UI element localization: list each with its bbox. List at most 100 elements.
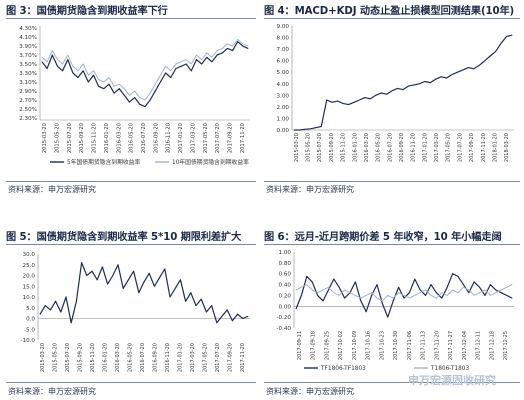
x-tick-label: 2015-11-20 — [92, 123, 98, 153]
data-point — [118, 88, 120, 90]
data-point — [134, 90, 136, 92]
watermark-text: 申万宏源固收研究 — [408, 374, 496, 387]
source-rule — [264, 382, 520, 383]
x-tick-label: 2015-03-20 — [294, 133, 300, 162]
data-point — [87, 74, 89, 76]
data-point — [102, 266, 103, 268]
title-rule — [6, 18, 256, 19]
data-point — [328, 286, 329, 288]
data-point — [452, 289, 453, 291]
data-point — [468, 292, 470, 294]
data-point — [175, 63, 177, 65]
x-tick-label: 2015-09-20 — [79, 123, 85, 153]
data-point — [506, 286, 507, 288]
data-point — [160, 74, 161, 76]
data-point — [408, 85, 409, 87]
data-point — [418, 83, 420, 85]
y-tick-label: 3.30% — [19, 71, 37, 77]
x-tick-label: 2015-03-20 — [40, 343, 46, 372]
x-tick-label: 2017-05-20 — [203, 123, 209, 153]
data-point — [398, 292, 399, 294]
data-point — [185, 63, 187, 65]
x-tick-label: 2016-05-20 — [128, 343, 134, 372]
data-point — [211, 305, 213, 306]
data-point — [425, 295, 426, 296]
data-point — [495, 289, 497, 291]
data-point — [295, 289, 297, 291]
data-point — [355, 281, 356, 283]
data-point — [317, 292, 318, 294]
x-tick-label: 2017-10-23 — [379, 331, 385, 360]
data-point — [50, 309, 51, 311]
data-point — [149, 92, 151, 94]
y-tick-label: 4.00 — [277, 82, 290, 88]
x-tick-label: 2017-09-20 — [227, 123, 233, 153]
data-point — [232, 45, 234, 47]
x-tick-label: 2017-07-20 — [215, 123, 221, 153]
y-tick-label: 15.0 — [23, 284, 36, 290]
data-point — [62, 63, 63, 65]
data-point — [148, 272, 150, 274]
data-point — [344, 297, 345, 299]
data-point — [196, 59, 197, 60]
data-point — [226, 309, 228, 311]
x-tick-label: 2017-11-20 — [481, 133, 487, 162]
x-tick-label: 2017-01-20 — [178, 123, 184, 153]
data-point — [369, 98, 371, 100]
data-point — [144, 106, 146, 107]
data-point — [348, 104, 349, 105]
data-point — [118, 83, 120, 85]
data-point — [232, 320, 233, 322]
data-point — [320, 126, 322, 127]
x-tick-label: 2017-09-11 — [297, 331, 303, 360]
x-tick-label: 2016-11-20 — [166, 123, 172, 153]
data-point — [451, 74, 453, 75]
legend-label: TF1806-TF1803 — [320, 366, 366, 372]
data-point — [429, 82, 431, 83]
x-tick-label: 2017-07-20 — [457, 133, 463, 162]
source-note: 资料来源：申万宏源研究 — [8, 185, 96, 194]
data-point — [72, 65, 74, 67]
y-tick-label: 10.0 — [23, 295, 36, 301]
data-point — [77, 70, 79, 72]
data-point — [160, 81, 161, 83]
y-tick-label: 0.00 — [279, 304, 292, 310]
data-point — [382, 300, 383, 302]
data-point — [430, 284, 432, 285]
y-tick-label: 9.00 — [277, 24, 290, 30]
y-tick-label: -5.0 — [24, 327, 35, 333]
data-point — [353, 101, 355, 103]
data-point — [55, 300, 56, 302]
data-point — [93, 74, 94, 76]
data-point — [81, 262, 82, 263]
data-point — [237, 41, 239, 43]
x-tick-label: 2016-03-20 — [364, 133, 370, 162]
y-tick-label: 2.30% — [19, 116, 37, 122]
data-point — [333, 278, 335, 280]
data-point — [98, 86, 100, 87]
y-tick-label: 4.10% — [19, 35, 37, 41]
data-point — [337, 100, 338, 102]
data-point — [62, 70, 63, 72]
x-tick-label: 2017-05-20 — [446, 133, 452, 162]
data-point — [201, 63, 203, 65]
data-point — [86, 275, 88, 276]
data-point — [301, 295, 302, 296]
data-point — [139, 103, 141, 105]
data-point — [165, 72, 167, 74]
data-point — [473, 68, 475, 70]
y-tick-label: 0.60 — [279, 272, 292, 278]
x-tick-label: 2017-11-06 — [407, 331, 413, 360]
data-point — [495, 51, 497, 52]
x-tick-label: 2018-03-20 — [504, 133, 510, 162]
x-tick-label: 2017-11-20 — [240, 343, 246, 372]
data-point — [107, 283, 108, 285]
data-point — [154, 285, 155, 287]
data-point — [299, 129, 300, 131]
x-tick-label: 2017-01-20 — [422, 133, 428, 162]
data-point — [440, 76, 442, 78]
data-point — [468, 67, 469, 68]
data-point — [46, 61, 48, 63]
data-point — [463, 284, 464, 285]
data-point — [511, 34, 513, 36]
